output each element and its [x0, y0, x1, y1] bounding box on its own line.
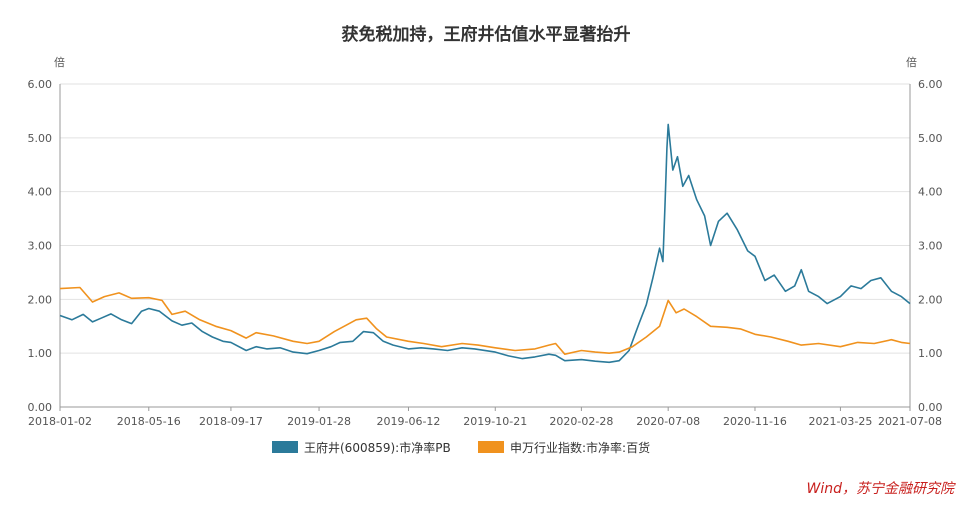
- y-tick-label-right: 0.00: [918, 401, 943, 414]
- legend-swatch-2: [478, 441, 504, 453]
- y-tick-label-right: 1.00: [918, 347, 943, 360]
- chart-title: 获免税加持，王府井估值水平显著抬升: [342, 24, 631, 45]
- x-tick-label: 2020-11-16: [723, 415, 787, 428]
- y-tick-label-left: 6.00: [28, 78, 53, 91]
- x-axis-ticks: 2018-01-02 2018-05-16 2018-09-17 2019-01-28…: [28, 407, 942, 428]
- legend: 王府井(600859):市净率PB 申万行业指数:市净率:百货: [272, 440, 650, 455]
- y-tick-label-left: 3.00: [28, 240, 53, 253]
- series-lines: [59, 123, 911, 364]
- series-line-1: [59, 123, 911, 364]
- x-tick-label: 2018-05-16: [117, 415, 181, 428]
- y-tick-label-right: 3.00: [918, 240, 943, 253]
- x-tick-label: 2019-10-21: [463, 415, 527, 428]
- grid-lines: [59, 83, 911, 408]
- x-tick-label: 2020-07-08: [636, 415, 700, 428]
- legend-label-2: 申万行业指数:市净率:百货: [510, 440, 650, 455]
- x-tick-label: 2020-02-28: [549, 415, 613, 428]
- right-axis-unit: 倍: [906, 55, 917, 69]
- x-tick-label: 2021-03-25: [808, 415, 872, 428]
- y-tick-label-left: 0.00: [28, 401, 53, 414]
- x-tick-label: 2019-06-12: [377, 415, 441, 428]
- series-line-2: [59, 286, 911, 355]
- x-tick-label: 2018-01-02: [28, 415, 92, 428]
- x-tick-label: 2018-09-17: [199, 415, 263, 428]
- x-tick-label: 2021-07-08: [878, 415, 942, 428]
- y-tick-label-right: 5.00: [918, 132, 943, 145]
- y-tick-label-right: 4.00: [918, 186, 943, 199]
- y-tick-label-left: 1.00: [28, 347, 53, 360]
- y-tick-label-right: 2.00: [918, 293, 943, 306]
- y-tick-label-left: 4.00: [28, 186, 53, 199]
- y-tick-label-right: 6.00: [918, 78, 943, 91]
- left-axis-unit: 倍: [54, 55, 65, 69]
- y-tick-label-left: 5.00: [28, 132, 53, 145]
- legend-swatch-1: [272, 441, 298, 453]
- x-tick-label: 2019-01-28: [287, 415, 351, 428]
- y-tick-label-left: 2.00: [28, 293, 53, 306]
- source-note: Wind，苏宁金融研究院: [806, 481, 955, 497]
- y-axis-ticks: 0.00 0.00 1.00 1.00 2.00 2.00 3.00 3.00 4.00 4.00…: [28, 78, 943, 414]
- legend-label-1: 王府井(600859):市净率PB: [304, 440, 451, 455]
